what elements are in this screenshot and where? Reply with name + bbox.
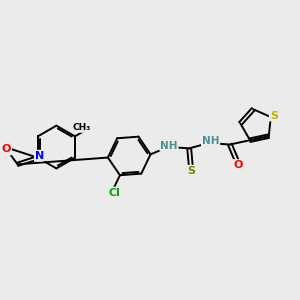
Text: S: S (187, 166, 195, 176)
Text: O: O (2, 144, 11, 154)
Text: N: N (35, 151, 44, 160)
Text: NH: NH (160, 141, 178, 151)
Text: NH: NH (202, 136, 219, 146)
Text: S: S (270, 111, 278, 121)
Text: O: O (233, 160, 243, 170)
Text: Cl: Cl (108, 188, 120, 198)
Text: CH₃: CH₃ (72, 123, 90, 132)
